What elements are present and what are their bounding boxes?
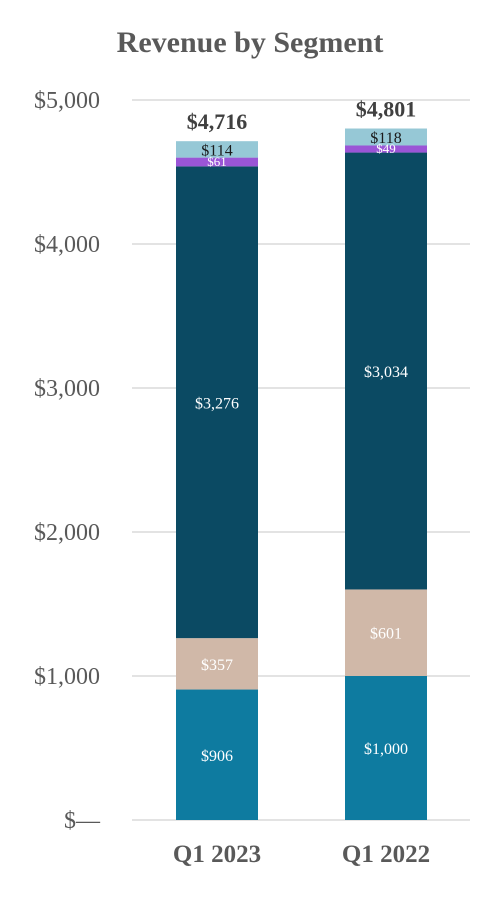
data-labels: $906 $357 $3,276 $61$114 $4,716 $1,000 $601 $3,… [187,97,417,765]
y-tick-label: $1,000 [34,664,100,690]
x-axis-ticks: Q1 2023 Q1 2022 [173,841,430,868]
y-tick-label: $3,000 [34,376,100,402]
y-tick-label: $2,000 [34,520,100,546]
y-tick-label: $5,000 [34,88,100,114]
bar-segment [176,157,258,167]
y-tick-label: $4,000 [34,232,100,258]
bar-segment-label: $906 [201,748,233,765]
chart-title: Revenue by Segment [117,26,384,59]
bar-segment [176,141,258,158]
bar-segment [345,145,427,153]
x-tick-label: Q1 2023 [173,841,261,868]
y-axis-ticks: $— $1,000 $2,000 $3,000 $4,000 $5,000 [34,88,101,834]
bar-total-label: $4,801 [356,97,417,122]
bar-segment [176,638,258,690]
bars [176,128,427,820]
x-tick-label: Q1 2022 [342,841,430,868]
bar-segment [345,128,427,146]
y-tick-label: $— [64,808,101,834]
bar-segment-label: $3,276 [195,395,239,412]
bar-segment-label: $601 [370,626,402,643]
bar-segment-label: $3,034 [364,364,408,381]
bar-total-label: $4,716 [187,109,248,134]
bar-segment [176,689,258,820]
bar-segment-label: $357 [201,657,233,674]
bar-segment [345,152,427,590]
bar-segment-label: $118 [370,130,401,147]
bar-segment [345,676,427,820]
bar-segment-label: $1,000 [364,741,408,758]
bar-segment-label: $61 [207,154,227,169]
bar-segment-label: $49 [376,141,396,156]
bar-segment [176,166,258,639]
bar-segment-label: $114 [201,142,232,159]
bar-segment [345,589,427,676]
